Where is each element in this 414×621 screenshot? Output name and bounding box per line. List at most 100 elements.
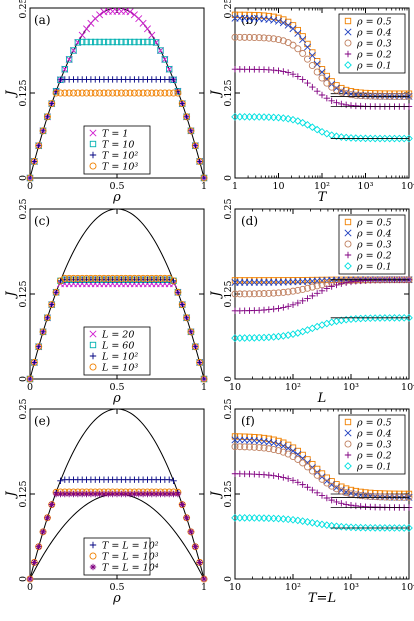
data-point xyxy=(83,274,91,282)
data-point xyxy=(174,490,182,498)
series-4 xyxy=(231,470,413,511)
data-point xyxy=(52,288,60,296)
data-point xyxy=(122,274,130,282)
data-point xyxy=(279,19,287,27)
data-point xyxy=(61,490,68,498)
data-point xyxy=(166,276,173,283)
data-point xyxy=(139,19,147,27)
data-point xyxy=(31,559,38,566)
legend-label: ρ = 0.5 xyxy=(356,17,392,28)
series-5 xyxy=(231,514,413,532)
data-point xyxy=(148,490,155,498)
data-point xyxy=(48,301,56,309)
data-point xyxy=(144,490,151,498)
data-point xyxy=(231,443,239,451)
data-point xyxy=(236,290,244,298)
data-point xyxy=(304,276,311,284)
data-point xyxy=(274,17,283,25)
series-3 xyxy=(231,33,413,100)
data-point xyxy=(308,518,317,527)
data-point xyxy=(78,89,86,97)
series-4 xyxy=(26,274,208,383)
data-point xyxy=(26,575,34,583)
y-tick-label: 0 xyxy=(18,576,29,582)
legend-label: T = 10² xyxy=(102,151,138,162)
legend-marker xyxy=(344,429,352,437)
y-axis-label: J xyxy=(209,491,224,500)
data-point xyxy=(83,89,91,97)
data-point xyxy=(255,113,264,121)
data-point xyxy=(83,25,91,33)
data-point xyxy=(109,89,117,97)
data-point xyxy=(299,459,307,467)
data-point xyxy=(39,328,47,336)
data-point xyxy=(299,297,306,305)
data-point xyxy=(250,34,258,41)
data-point xyxy=(260,290,268,298)
data-point xyxy=(166,66,173,73)
panel-label: (c) xyxy=(34,214,50,228)
data-point xyxy=(96,89,104,97)
data-point xyxy=(35,343,43,351)
data-point xyxy=(56,89,64,97)
legend-marker xyxy=(344,229,352,237)
data-point xyxy=(328,97,335,104)
legend-marker xyxy=(344,61,352,69)
data-point xyxy=(35,142,43,150)
legend-marker xyxy=(344,262,352,270)
panel-label: (e) xyxy=(34,414,50,428)
data-point xyxy=(48,501,55,508)
data-point xyxy=(148,89,156,97)
data-point xyxy=(44,514,51,521)
theory-curve xyxy=(29,408,205,580)
data-point xyxy=(74,490,82,498)
data-point xyxy=(179,301,186,308)
data-point xyxy=(170,89,178,97)
data-point xyxy=(200,375,208,383)
data-point xyxy=(304,463,311,471)
data-point xyxy=(337,88,345,96)
data-point xyxy=(356,523,365,532)
data-point xyxy=(270,472,277,479)
x-tick-label: 10 xyxy=(229,582,241,593)
data-point xyxy=(174,89,182,97)
data-point xyxy=(52,490,60,498)
data-point xyxy=(298,517,307,525)
y-tick-label: 0 xyxy=(18,175,29,181)
data-point xyxy=(246,33,253,41)
data-point xyxy=(255,444,263,452)
data-point xyxy=(255,12,263,19)
x-tick-label: 10⁴ xyxy=(401,582,414,593)
data-point xyxy=(139,89,147,97)
data-point xyxy=(148,274,156,282)
data-point xyxy=(270,66,277,74)
data-point xyxy=(376,490,384,497)
data-point xyxy=(87,38,95,46)
data-point xyxy=(26,174,34,182)
data-point xyxy=(187,328,195,336)
data-point xyxy=(78,31,86,39)
data-point xyxy=(183,314,190,321)
data-point xyxy=(328,283,335,290)
theory-curve xyxy=(29,7,205,179)
data-point xyxy=(65,490,73,498)
legend-marker xyxy=(89,341,97,349)
data-point xyxy=(69,46,78,55)
legend-marker xyxy=(89,541,97,549)
legend: ρ = 0.5ρ = 0.4ρ = 0.3ρ = 0.2ρ = 0.1 xyxy=(338,13,406,74)
data-point xyxy=(318,492,326,499)
data-point xyxy=(318,287,326,295)
data-point xyxy=(231,290,239,298)
data-point xyxy=(126,8,134,16)
legend-marker xyxy=(344,418,352,426)
data-point xyxy=(294,299,302,307)
data-point xyxy=(246,443,253,451)
x-tick-label: 1 xyxy=(201,382,207,393)
data-point xyxy=(304,55,311,63)
data-point xyxy=(70,490,77,498)
data-point xyxy=(183,113,190,120)
data-point xyxy=(31,359,38,366)
legend-label: L = 10³ xyxy=(101,363,138,374)
